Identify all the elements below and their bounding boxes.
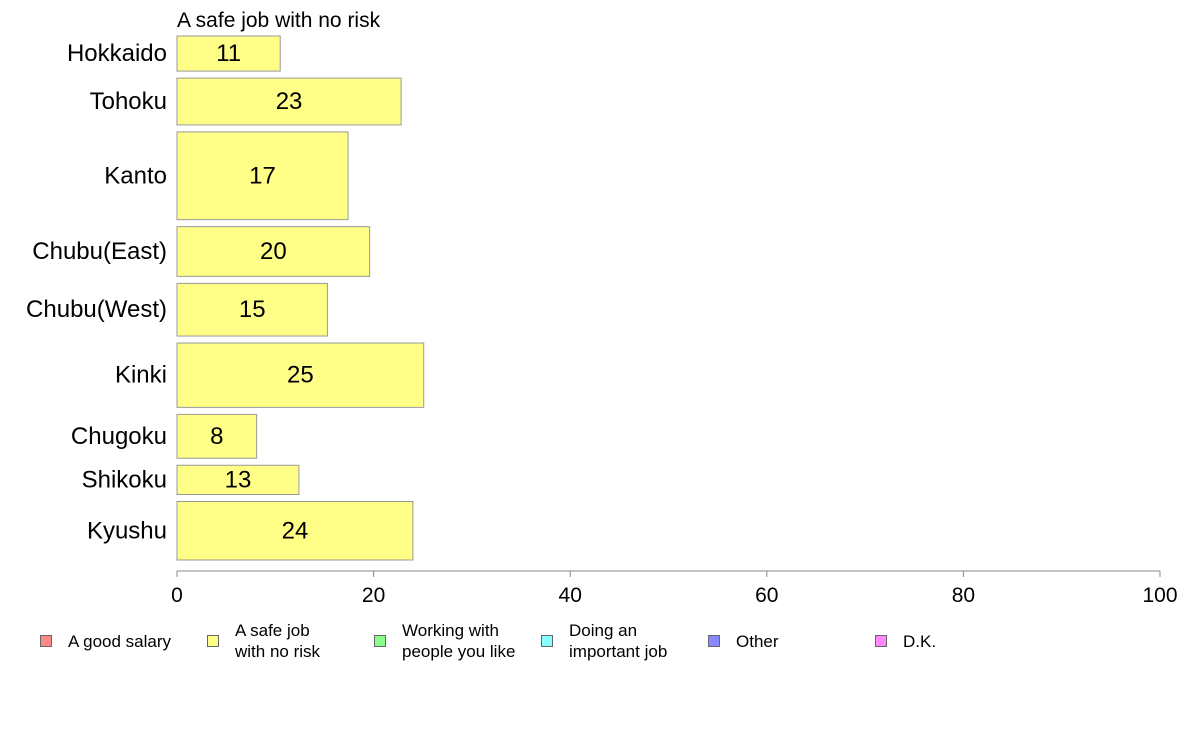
legend-item: A safe job with no risk [207,620,320,662]
category-label-chubu-east: Chubu(East) [32,238,167,265]
category-label-chugoku: Chugoku [71,423,167,450]
category-label-chubu-west: Chubu(West) [26,296,167,323]
chart-title: A safe job with no risk [177,9,381,32]
x-tick-label-40: 40 [559,584,582,607]
value-label-hokkaido: 11 [216,40,241,67]
legend-label: Working with people you like [402,621,516,661]
category-label-kanto: Kanto [104,162,167,189]
legend-swatch [40,635,52,647]
bar-chubu-east [176,226,371,277]
legend-item: D.K. [875,620,936,662]
legend-swatch [708,635,720,647]
x-tick-label-60: 60 [755,584,778,607]
bar-chugoku [176,413,258,459]
x-tick-label-20: 20 [362,584,385,607]
legend-label: D.K. [903,631,937,651]
value-label-shikoku: 13 [225,466,252,493]
value-label-kyushu: 24 [282,517,309,544]
legend-item: Doing an important job [541,620,667,662]
bar-kyushu [176,501,414,561]
x-axis: 0 20 40 60 80 100 [171,570,1178,607]
bar-chubu-west [176,282,328,337]
value-label-kanto: 17 [249,162,276,189]
value-label-chubu-west: 15 [239,296,266,323]
legend-swatch [541,635,553,647]
bar-hokkaido [176,35,281,72]
value-label-chubu-east: 20 [260,238,287,265]
category-label-hokkaido: Hokkaido [67,40,167,67]
legend: A good salary A safe job with no risk Work… [40,620,1180,670]
legend-item: Working with people you like [374,620,515,662]
bar-tohoku [176,77,402,126]
value-label-chugoku: 8 [210,423,223,450]
bar-chart: A safe job with no risk Hokkaido 11 Tohoku… [26,9,1178,607]
value-label-tohoku: 23 [276,88,303,115]
legend-label: A safe job with no risk [235,621,321,661]
legend-swatch [875,635,887,647]
bar-kanto [176,131,349,221]
bars-group: Hokkaido 11 Tohoku 23 Kanto 17 Chubu(East) 20 Ch… [26,35,425,561]
bar-kinki [176,342,425,408]
x-tick-label-100: 100 [1142,584,1177,607]
category-label-tohoku: Tohoku [90,88,167,115]
x-tick-label-0: 0 [171,584,183,607]
legend-label: A good salary [68,631,172,651]
value-label-kinki: 25 [287,362,314,389]
legend-label: Other [736,631,779,651]
legend-swatch [374,635,386,647]
bar-shikoku [176,464,300,495]
legend-item: Other [708,620,779,662]
category-label-shikoku: Shikoku [82,466,167,493]
category-label-kyushu: Kyushu [87,517,167,544]
legend-label: Doing an important job [569,621,668,661]
x-tick-label-80: 80 [952,584,975,607]
category-label-kinki: Kinki [115,362,167,389]
legend-item: A good salary [40,620,171,662]
legend-swatch [207,635,219,647]
